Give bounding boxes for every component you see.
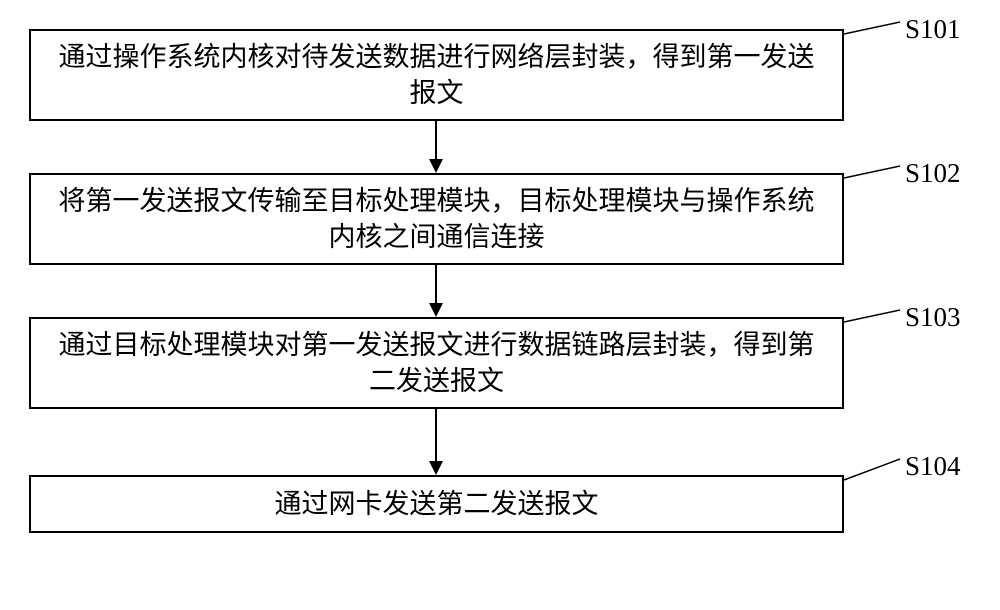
node-text: 通过操作系统内核对待发送数据进行网络层封装，得到第一发送报文 (51, 39, 822, 112)
step-label-s102: S102 (905, 158, 961, 189)
flowchart-diagram: 通过操作系统内核对待发送数据进行网络层封装，得到第一发送报文 将第一发送报文传输… (0, 0, 1000, 610)
flowchart-node-s104: 通过网卡发送第二发送报文 (29, 475, 844, 533)
step-label-text: S101 (905, 14, 961, 44)
step-label-s101: S101 (905, 14, 961, 45)
step-label-text: S102 (905, 158, 961, 188)
step-label-s104: S104 (905, 451, 961, 482)
step-label-text: S103 (905, 302, 961, 332)
node-text: 通过网卡发送第二发送报文 (275, 486, 599, 522)
step-label-text: S104 (905, 451, 961, 481)
step-label-s103: S103 (905, 302, 961, 333)
flowchart-node-s102: 将第一发送报文传输至目标处理模块，目标处理模块与操作系统内核之间通信连接 (29, 173, 844, 265)
node-text: 将第一发送报文传输至目标处理模块，目标处理模块与操作系统内核之间通信连接 (51, 183, 822, 256)
node-text: 通过目标处理模块对第一发送报文进行数据链路层封装，得到第二发送报文 (51, 327, 822, 400)
flowchart-node-s101: 通过操作系统内核对待发送数据进行网络层封装，得到第一发送报文 (29, 29, 844, 121)
flowchart-node-s103: 通过目标处理模块对第一发送报文进行数据链路层封装，得到第二发送报文 (29, 317, 844, 409)
